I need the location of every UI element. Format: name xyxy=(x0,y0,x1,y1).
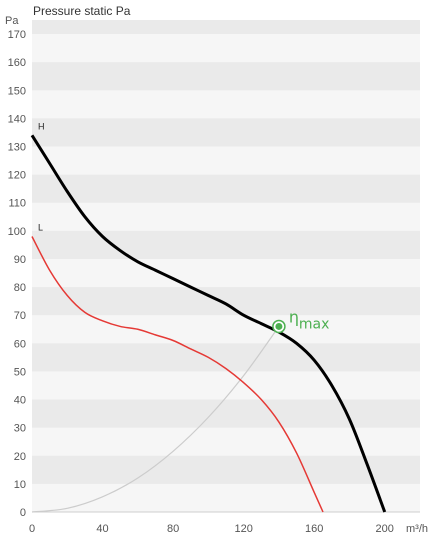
y-tick-label: 150 xyxy=(8,85,26,97)
y-tick-label: 100 xyxy=(8,226,26,238)
y-axis-ticks: 0 10 20 30 40 50 60 70 80 90 100 110 120 130 140 150 160… xyxy=(8,29,26,519)
annotations: η max xyxy=(272,307,330,334)
y-tick-label: 30 xyxy=(14,423,26,435)
y-tick-label: 40 xyxy=(14,395,26,407)
x-tick-label: 0 xyxy=(29,523,35,535)
y-axis-label: Pa xyxy=(5,15,19,27)
x-axis-ticks: 0 40 80 120 160 200 xyxy=(29,523,394,535)
eta-max-subscript: max xyxy=(299,316,330,332)
series-label-h: H xyxy=(38,121,45,131)
y-tick-label: 110 xyxy=(8,198,26,210)
series-line-h xyxy=(30,134,387,513)
grid-band xyxy=(32,62,420,91)
grid-band xyxy=(32,287,420,316)
grid-band xyxy=(32,118,420,147)
y-tick-label: 0 xyxy=(20,507,26,519)
x-tick-label: 160 xyxy=(305,523,323,535)
y-tick-label: 160 xyxy=(8,57,26,69)
x-tick-label: 40 xyxy=(96,523,108,535)
series-lines: LH xyxy=(30,121,387,513)
plot-background xyxy=(32,20,420,512)
x-axis-label: m³/h xyxy=(406,523,428,535)
y-tick-label: 20 xyxy=(14,451,26,463)
y-tick-label: 130 xyxy=(8,142,26,154)
grid-band xyxy=(32,455,420,484)
grid-band xyxy=(32,399,420,428)
x-tick-label: 200 xyxy=(376,523,394,535)
y-tick-label: 50 xyxy=(14,366,26,378)
grid-band xyxy=(32,230,420,259)
grid-band xyxy=(32,174,420,203)
y-tick-label: 170 xyxy=(8,29,26,41)
y-tick-label: 10 xyxy=(14,479,26,491)
y-tick-label: 90 xyxy=(14,254,26,266)
series-label-l: L xyxy=(38,222,43,232)
grid-bands xyxy=(32,20,420,513)
grid-band xyxy=(32,20,420,35)
x-tick-label: 120 xyxy=(234,523,252,535)
grid-band xyxy=(32,343,420,372)
eta-max-marker xyxy=(275,322,283,330)
y-tick-label: 80 xyxy=(14,282,26,294)
series-line-l xyxy=(31,236,324,513)
y-tick-label: 60 xyxy=(14,338,26,350)
x-tick-label: 80 xyxy=(167,523,179,535)
y-tick-label: 70 xyxy=(14,310,26,322)
chart-title: Pressure static Pa xyxy=(33,4,131,18)
eta-max-label: η xyxy=(289,307,299,326)
y-tick-label: 120 xyxy=(8,170,26,182)
y-tick-label: 140 xyxy=(8,113,26,125)
